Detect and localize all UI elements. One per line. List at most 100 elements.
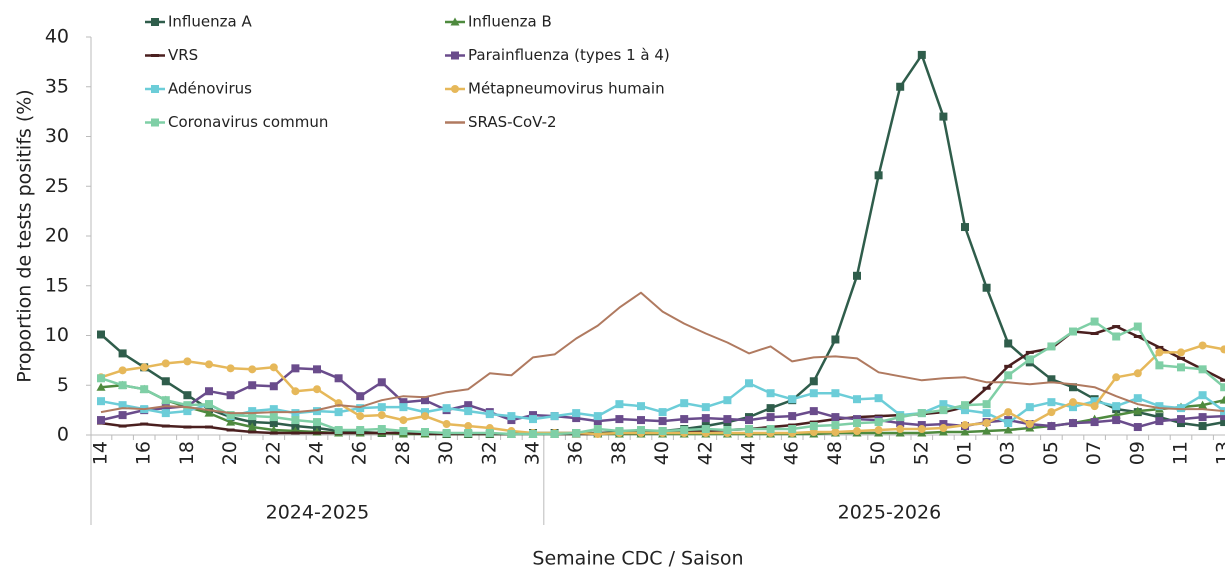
marker: [896, 425, 905, 434]
marker: [961, 401, 969, 410]
marker: [248, 381, 257, 390]
marker: [1069, 403, 1077, 412]
marker: [269, 419, 278, 428]
x-tick-label: 46: [781, 441, 803, 465]
y-tick-label: 5: [57, 374, 69, 396]
marker: [1004, 419, 1013, 428]
marker: [291, 431, 300, 435]
marker: [939, 400, 948, 409]
marker: [248, 430, 257, 434]
marker: [313, 418, 321, 427]
marker: [572, 414, 581, 423]
marker: [248, 412, 257, 421]
marker: [723, 415, 732, 424]
marker: [1090, 332, 1099, 336]
marker: [269, 431, 278, 435]
marker: [788, 395, 797, 404]
marker: [1025, 420, 1034, 429]
x-tick-label: 05: [1040, 441, 1062, 465]
marker: [248, 365, 257, 374]
marker: [637, 402, 645, 411]
y-tick-label: 0: [57, 424, 69, 446]
marker: [356, 392, 365, 401]
marker: [399, 398, 408, 407]
marker: [961, 406, 969, 415]
marker: [680, 399, 689, 408]
y-axis-label: Proportion de tests positifs (%): [14, 89, 36, 382]
marker: [982, 426, 992, 435]
marker: [226, 411, 235, 420]
marker: [118, 401, 127, 410]
legend-label: VRS: [168, 46, 198, 64]
legend-label: SRAS-CoV-2: [468, 113, 557, 131]
marker: [313, 407, 321, 416]
marker: [896, 82, 905, 91]
marker: [269, 405, 278, 414]
series-line: [100, 291, 1225, 415]
marker: [118, 411, 127, 420]
marker: [118, 366, 127, 375]
marker: [356, 404, 365, 413]
x-tick-label: 22: [262, 441, 284, 465]
marker: [1003, 425, 1013, 434]
marker: [766, 389, 775, 398]
marker: [939, 424, 948, 433]
marker: [1112, 373, 1121, 382]
x-tick-label: 24: [306, 441, 328, 465]
marker: [291, 409, 300, 418]
marker: [1047, 422, 1056, 431]
x-tick-label: 48: [824, 441, 846, 465]
marker: [874, 171, 883, 180]
marker: [183, 357, 192, 366]
marker: [982, 283, 991, 292]
y-tick-label: 15: [45, 274, 69, 296]
marker: [226, 391, 235, 400]
x-tick-label: 01: [954, 441, 976, 465]
marker: [464, 422, 473, 431]
marker: [615, 400, 624, 409]
marker: [1133, 369, 1142, 378]
marker: [874, 418, 883, 427]
marker: [1112, 332, 1121, 341]
legend-label: Coronavirus commun: [168, 113, 328, 131]
marker: [680, 426, 689, 435]
marker: [853, 395, 861, 404]
marker: [1004, 408, 1013, 417]
marker: [118, 349, 127, 358]
marker: [766, 404, 775, 413]
marker: [377, 403, 386, 412]
marker: [1198, 391, 1207, 400]
marker: [1220, 345, 1225, 354]
x-tick-label: 26: [349, 441, 371, 465]
season-label: 2024-2025: [266, 502, 370, 524]
marker: [269, 363, 278, 372]
marker: [151, 118, 159, 127]
marker: [1069, 383, 1077, 392]
marker: [831, 421, 840, 430]
marker: [831, 428, 840, 437]
marker: [151, 85, 159, 93]
marker: [151, 18, 159, 26]
marker: [399, 427, 408, 436]
marker: [442, 429, 451, 438]
x-tick-label: 09: [1126, 441, 1148, 465]
marker: [450, 17, 460, 26]
marker: [1133, 334, 1142, 338]
legend-label: Influenza A: [168, 13, 252, 31]
marker: [377, 378, 386, 387]
marker: [701, 403, 710, 412]
marker: [766, 413, 775, 422]
marker: [356, 412, 365, 421]
marker: [1155, 417, 1164, 426]
marker: [1069, 419, 1077, 428]
marker: [529, 415, 537, 424]
marker: [399, 403, 408, 412]
marker: [745, 425, 753, 434]
season-label: 2025-2026: [838, 502, 942, 524]
marker: [464, 401, 473, 410]
marker: [97, 416, 105, 425]
marker: [183, 391, 192, 400]
marker: [853, 427, 861, 436]
marker: [118, 381, 127, 390]
marker: [161, 377, 170, 386]
